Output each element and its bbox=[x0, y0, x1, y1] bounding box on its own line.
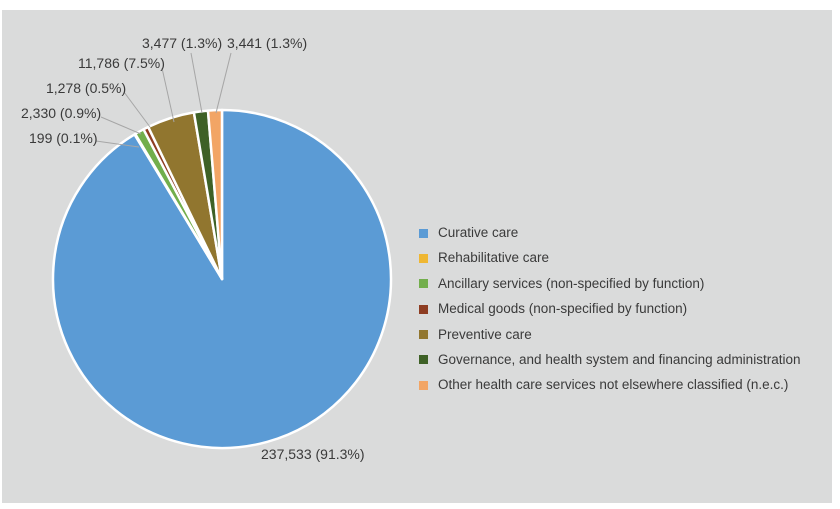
leader-line bbox=[100, 116, 142, 135]
legend-swatch-ancillary-services bbox=[419, 279, 428, 289]
legend-item-governance: Governance, and health system and financ… bbox=[419, 351, 800, 369]
data-label-preventive: 11,786 (7.5%) bbox=[78, 55, 165, 71]
legend-label: Curative care bbox=[438, 225, 519, 240]
legend-label: Rehabilitative care bbox=[438, 250, 550, 266]
legend-item-ancillary-services: Ancillary services (non-specified by fun… bbox=[419, 275, 800, 293]
legend-label: Other health care services not elsewhere… bbox=[438, 377, 789, 393]
legend-swatch-rehabilitative-care bbox=[419, 253, 428, 263]
leader-line bbox=[190, 52, 203, 114]
data-label-other-services: 3,441 (1.3%) bbox=[227, 35, 308, 51]
legend-item-other-services: Other health care services not elsewhere… bbox=[419, 376, 800, 394]
leader-line bbox=[123, 91, 151, 128]
data-label-rehabilitative: 199 (0.1%) bbox=[29, 130, 98, 146]
legend-label: Medical goods (non-specified by function… bbox=[438, 301, 688, 317]
leader-line bbox=[95, 140, 140, 148]
legend-swatch-governance bbox=[419, 355, 428, 365]
data-label-curative: 237,533 (91.3%) bbox=[261, 446, 365, 462]
legend: Curative care Rehabilitative care Ancill… bbox=[419, 224, 800, 394]
legend-item-preventive-care: Preventive care bbox=[419, 326, 800, 344]
leader-line bbox=[215, 52, 232, 114]
legend-item-medical-goods: Medical goods (non-specified by function… bbox=[419, 300, 800, 318]
legend-label: Governance, and health system and financ… bbox=[438, 351, 801, 367]
legend-swatch-other-services bbox=[419, 380, 428, 390]
legend-label: Ancillary services (non-specified by fun… bbox=[438, 275, 705, 291]
data-label-governance: 3,477 (1.3%) bbox=[142, 35, 223, 51]
data-label-ancillary: 2,330 (0.9%) bbox=[21, 105, 102, 121]
legend-swatch-medical-goods bbox=[419, 304, 428, 314]
legend-label: Preventive care bbox=[438, 326, 532, 342]
legend-item-rehabilitative-care: Rehabilitative care bbox=[419, 249, 800, 267]
pie-slice bbox=[206, 108, 224, 281]
data-label-medical-goods: 1,278 (0.5%) bbox=[46, 80, 127, 96]
legend-swatch-curative-care bbox=[419, 228, 428, 238]
leader-line bbox=[161, 67, 175, 123]
legend-swatch-preventive-care bbox=[419, 330, 428, 340]
legend-item-curative-care: Curative care bbox=[419, 224, 800, 242]
